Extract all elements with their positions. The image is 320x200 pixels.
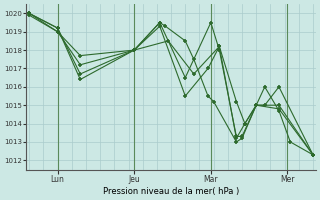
X-axis label: Pression niveau de la mer( hPa ): Pression niveau de la mer( hPa ) (103, 187, 239, 196)
